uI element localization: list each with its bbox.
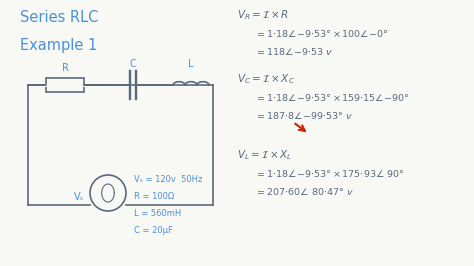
Text: Series RLC: Series RLC [20, 10, 99, 25]
Text: $= 118\angle{-9{\cdot}53}\ v$: $= 118\angle{-9{\cdot}53}\ v$ [255, 46, 333, 57]
Text: Example 1: Example 1 [20, 38, 97, 53]
Text: $V_L = \mathcal{I} \times X_L$: $V_L = \mathcal{I} \times X_L$ [237, 148, 292, 162]
Text: R = 100Ω: R = 100Ω [134, 192, 174, 201]
Text: C: C [129, 59, 137, 69]
Text: $V_R = \mathcal{I} \times R$: $V_R = \mathcal{I} \times R$ [237, 8, 289, 22]
Text: Vₛ: Vₛ [74, 192, 84, 202]
Text: $= 187{\cdot}8\angle{-99{\cdot}53°}\ v$: $= 187{\cdot}8\angle{-99{\cdot}53°}\ v$ [255, 110, 353, 121]
Text: $= 1{\cdot}18\angle{-9{\cdot}53°} \times 175{\cdot}93\angle\ 90°$: $= 1{\cdot}18\angle{-9{\cdot}53°} \times… [255, 168, 405, 179]
Text: C = 20μF: C = 20μF [134, 226, 173, 235]
Text: L = 560mH: L = 560mH [134, 209, 181, 218]
Text: $= 207{\cdot}60\angle\ 80{\cdot}47°\ v$: $= 207{\cdot}60\angle\ 80{\cdot}47°\ v$ [255, 186, 354, 197]
Text: L: L [188, 59, 194, 69]
Text: R: R [62, 63, 68, 73]
Text: $V_C = \mathcal{I} \times X_C$: $V_C = \mathcal{I} \times X_C$ [237, 72, 295, 86]
Text: $= 1{\cdot}18\angle{-9{\cdot}53°} \times 100\angle{-0°}$: $= 1{\cdot}18\angle{-9{\cdot}53°} \times… [255, 28, 388, 39]
Text: Vₛ = 120v  50Hz: Vₛ = 120v 50Hz [134, 175, 202, 184]
Text: $= 1{\cdot}18\angle{-9{\cdot}53°} \times 159{\cdot}15\angle{-90°}$: $= 1{\cdot}18\angle{-9{\cdot}53°} \times… [255, 92, 409, 103]
